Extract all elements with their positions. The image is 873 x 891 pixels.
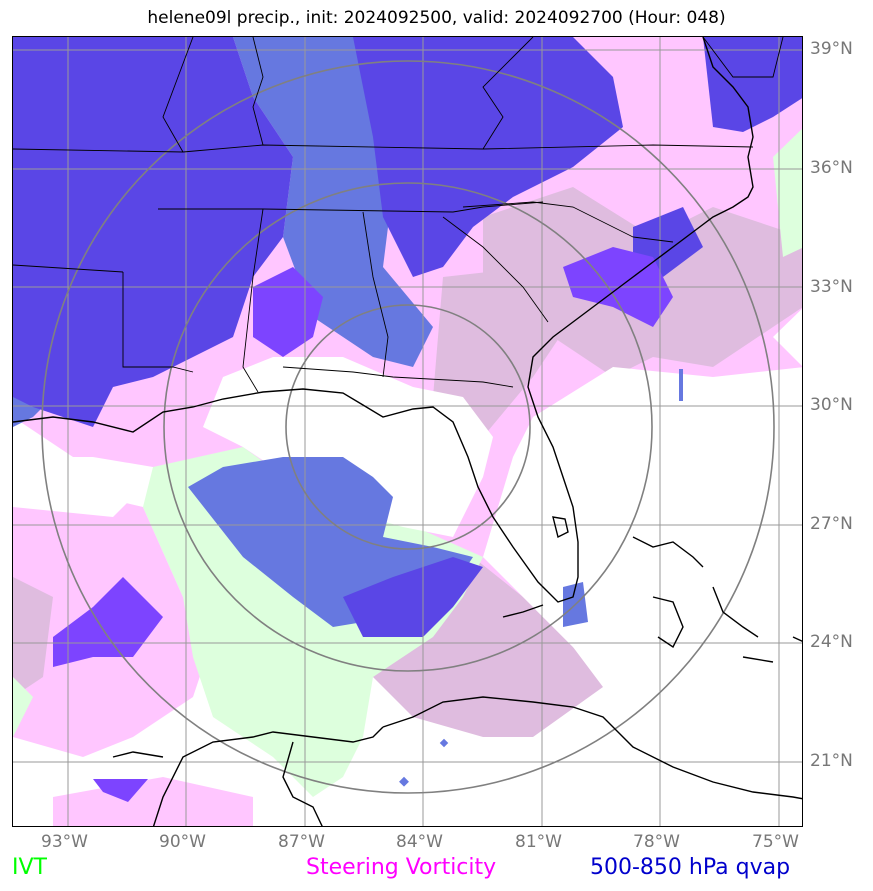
qvap-dark-area bbox=[353, 37, 623, 277]
lon-label: 93°W bbox=[41, 832, 88, 852]
qvap-violet-area bbox=[93, 779, 148, 802]
lat-label: 21°N bbox=[810, 751, 853, 771]
island-marker bbox=[439, 738, 449, 748]
lat-label: 30°N bbox=[810, 395, 853, 415]
vorticity-dark-area bbox=[13, 577, 53, 697]
island-marker bbox=[399, 776, 409, 787]
legend-steering-vorticity: Steering Vorticity bbox=[306, 855, 497, 880]
range-rings bbox=[41, 60, 775, 794]
lat-label: 24°N bbox=[810, 632, 853, 652]
precip-map bbox=[12, 36, 803, 827]
clear-area bbox=[483, 367, 802, 826]
lat-label: 36°N bbox=[810, 158, 853, 178]
vorticity-area bbox=[53, 777, 253, 826]
lat-label: 33°N bbox=[810, 277, 853, 297]
lon-label: 84°W bbox=[396, 832, 443, 852]
state-borders bbox=[13, 37, 784, 393]
ivt-area bbox=[13, 677, 33, 737]
legend-ivt: IVT bbox=[12, 855, 47, 880]
island-marker bbox=[679, 369, 683, 401]
lon-label: 90°W bbox=[159, 832, 206, 852]
ivt-area bbox=[773, 128, 802, 257]
lon-label: 78°W bbox=[633, 832, 680, 852]
graticule bbox=[13, 37, 802, 826]
clear-area bbox=[203, 357, 493, 537]
lat-label: 39°N bbox=[810, 39, 853, 59]
lon-label: 81°W bbox=[515, 832, 562, 852]
coastlines bbox=[13, 37, 802, 826]
vorticity-dark-area bbox=[433, 267, 573, 437]
lon-label: 75°W bbox=[752, 832, 799, 852]
qvap-violet-area bbox=[53, 577, 163, 667]
map-title: helene09l precip., init: 2024092500, val… bbox=[147, 8, 726, 28]
legend-qvap: 500-850 hPa qvap bbox=[590, 855, 791, 880]
lon-label: 87°W bbox=[278, 832, 325, 852]
lat-label: 27°N bbox=[810, 514, 853, 534]
map-canvas bbox=[13, 37, 802, 826]
qvap-dark-area bbox=[13, 37, 293, 427]
qvap-dark-area bbox=[343, 557, 483, 637]
